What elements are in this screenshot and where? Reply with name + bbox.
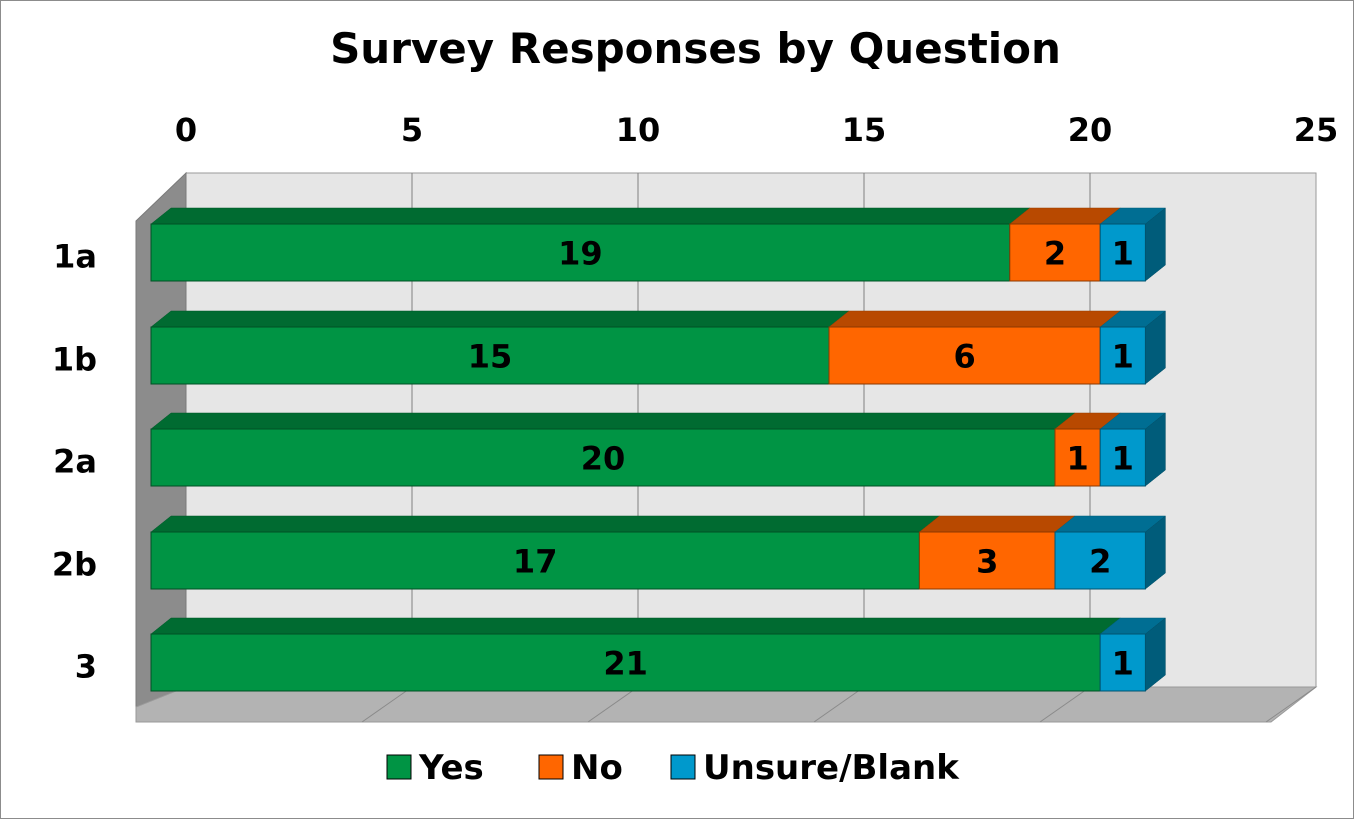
bar-unsure-blank-3 — [1099, 633, 1146, 692]
bar-unsure-blank-1a — [1099, 223, 1146, 282]
bar-top-face — [150, 310, 850, 328]
data-label: 1 — [1066, 440, 1088, 478]
data-label: 19 — [558, 235, 603, 273]
x-tick-label: 20 — [1068, 111, 1113, 149]
bar-no-1b — [828, 326, 1101, 385]
data-label: 17 — [513, 543, 558, 581]
data-label: 2 — [1044, 235, 1066, 273]
category-label: 2b — [52, 546, 97, 584]
floor — [135, 686, 1318, 723]
data-label: 15 — [468, 338, 513, 376]
bar-top-face — [150, 515, 941, 533]
bar-top-face — [150, 617, 1121, 635]
category-label: 1a — [53, 238, 97, 276]
bar-yes-1b — [150, 326, 830, 385]
bar-no-2b — [918, 531, 1056, 590]
bar-top-face — [150, 412, 1076, 430]
data-label: 20 — [581, 440, 626, 478]
category-labels: 1a 1b 2a 2b 3 — [52, 238, 97, 686]
legend-label: No — [571, 748, 623, 788]
category-label: 3 — [75, 648, 97, 686]
floor-gridline — [813, 686, 865, 723]
bar-yes-3 — [150, 633, 1101, 692]
floor-gridline — [587, 686, 639, 723]
floor-gridline — [1265, 686, 1317, 723]
x-tick-label: 25 — [1294, 111, 1339, 149]
data-label: 1 — [1112, 338, 1134, 376]
legend-swatch — [386, 754, 412, 780]
bar-unsure-blank-1b — [1099, 326, 1146, 385]
floor-gridline — [1039, 686, 1091, 723]
data-label: 1 — [1112, 645, 1134, 683]
data-label: 1 — [1112, 235, 1134, 273]
data-label: 1 — [1112, 440, 1134, 478]
bars: 19 2 115 6 120 1 117 3 221 1 — [150, 207, 1167, 692]
data-label: 21 — [603, 645, 648, 683]
chart-title: Survey Responses by Question — [330, 24, 1061, 73]
bar-top-face — [828, 310, 1121, 328]
legend: Yes No Unsure/Blank — [386, 748, 960, 788]
bar-top-face — [918, 515, 1076, 533]
x-tick-label: 5 — [401, 111, 423, 149]
data-label: 3 — [976, 543, 998, 581]
legend-swatch — [670, 754, 696, 780]
bar-yes-2b — [150, 531, 920, 590]
legend-label: Unsure/Blank — [703, 748, 960, 788]
category-label: 2a — [53, 443, 97, 481]
bar-unsure-blank-2b — [1054, 531, 1146, 590]
floor-gridline — [361, 686, 413, 723]
x-tick-label: 10 — [616, 111, 661, 149]
legend-swatch — [538, 754, 564, 780]
data-label: 6 — [953, 338, 975, 376]
bar-top-face — [150, 207, 1031, 225]
legend-label: Yes — [418, 748, 484, 788]
data-label: 2 — [1089, 543, 1111, 581]
bar-yes-1a — [150, 223, 1011, 282]
bar-yes-2a — [150, 428, 1056, 487]
x-tick-label: 0 — [175, 111, 197, 149]
x-tick-label: 15 — [842, 111, 887, 149]
bar-unsure-blank-2a — [1099, 428, 1146, 487]
category-label: 1b — [52, 341, 97, 379]
bar-no-1a — [1009, 223, 1101, 282]
x-tick-labels: 0 5 10 15 20 25 — [175, 111, 1338, 149]
